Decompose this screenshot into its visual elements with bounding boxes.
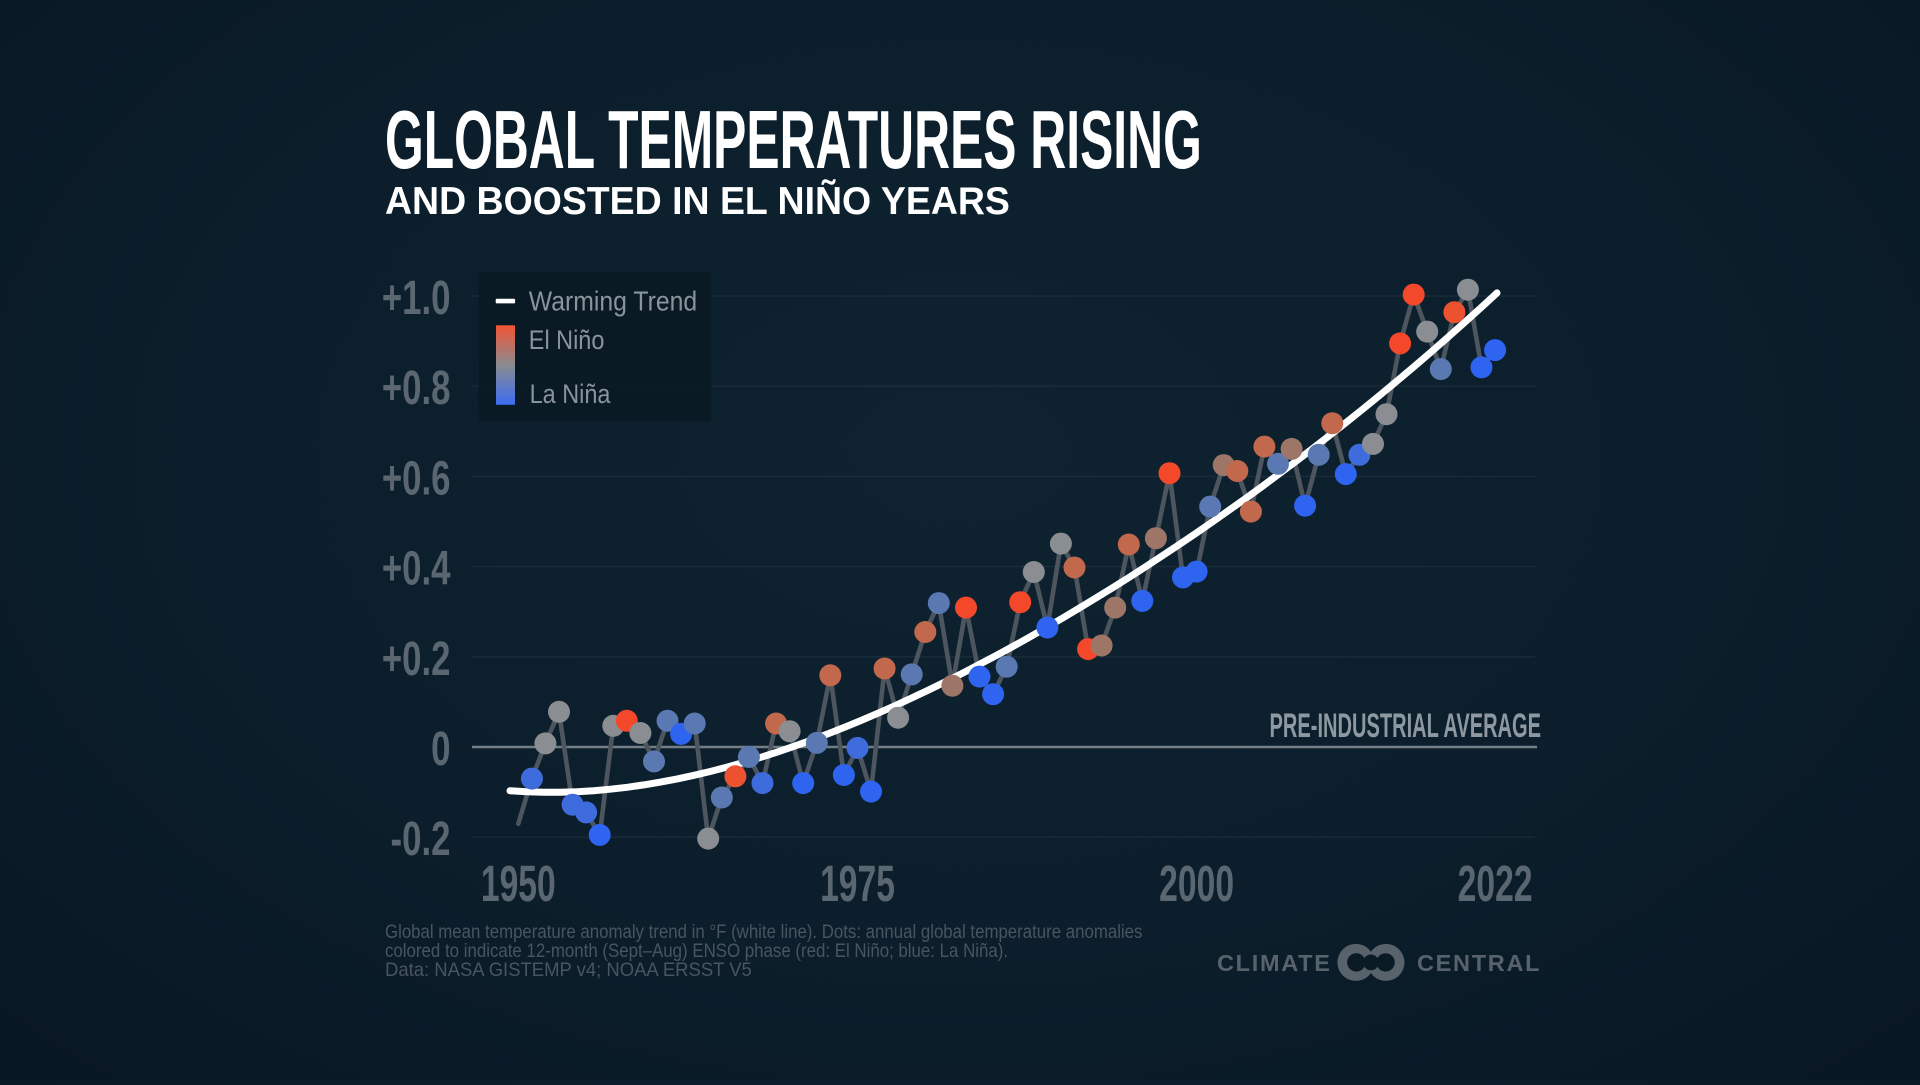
svg-text:CENTRAL: CENTRAL [1417,950,1541,976]
svg-text:Warming Trend: Warming Trend [529,285,697,317]
svg-text:1950: 1950 [481,856,556,913]
svg-text:+0.2: +0.2 [382,631,451,685]
svg-text:-0.2: -0.2 [391,812,451,866]
svg-text:0: 0 [431,721,450,775]
svg-text:Data: NASA GISTEMP v4; NOAA ER: Data: NASA GISTEMP v4; NOAA ERSST V5 [385,960,752,982]
svg-text:PRE-INDUSTRIAL AVERAGE: PRE-INDUSTRIAL AVERAGE [1270,706,1541,744]
svg-text:+1.0: +1.0 [382,270,451,324]
svg-text:2000: 2000 [1159,856,1234,913]
svg-text:+0.4: +0.4 [382,541,451,595]
svg-text:+0.6: +0.6 [382,451,451,505]
svg-text:+0.8: +0.8 [382,361,451,415]
svg-text:La Niña: La Niña [530,380,611,410]
svg-text:GLOBAL TEMPERATURES RISING: GLOBAL TEMPERATURES RISING [385,94,1202,186]
svg-text:CLIMATE: CLIMATE [1217,950,1332,976]
svg-text:1975: 1975 [820,856,895,913]
svg-text:El Niño: El Niño [529,326,605,356]
svg-text:AND BOOSTED IN EL NIÑO YEARS: AND BOOSTED IN EL NIÑO YEARS [385,179,1010,224]
svg-text:Global mean temperature anomal: Global mean temperature anomaly trend in… [385,921,1142,942]
svg-text:2022: 2022 [1458,856,1533,913]
svg-text:colored to indicate 12-month (: colored to indicate 12-month (Sept–Aug) … [385,939,1008,961]
